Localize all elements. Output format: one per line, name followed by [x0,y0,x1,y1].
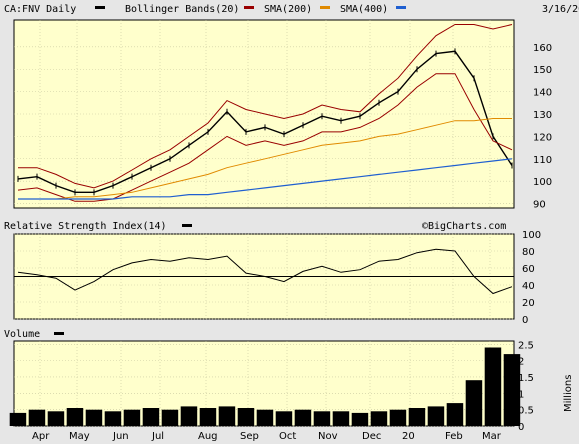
price-legend-swatch [95,6,105,9]
volume-bar [199,408,217,426]
volume-unit-label: Millions [563,375,574,412]
x-tick: Apr [32,431,50,442]
price-y-tick: 90 [533,200,546,211]
volume-legend-swatch [54,332,64,335]
rsi-y-tick: 20 [522,298,535,309]
volume-bar [332,411,350,426]
volume-bar [484,347,502,426]
volume-y-tick: 2.5 [518,340,534,351]
x-tick: Jul [151,431,164,442]
bollinger-legend-swatch [244,6,254,9]
volume-bar [237,408,255,426]
volume-bar [370,411,388,426]
rsi-y-tick: 0 [522,315,528,326]
x-tick: Feb [445,431,463,442]
volume-bar [256,409,274,426]
rsi-y-ticks: 0 20 40 60 80 100 [522,230,541,326]
price-y-tick: 100 [533,177,552,188]
price-series [17,24,513,202]
x-tick: Sep [240,431,259,442]
rsi-legend-swatch [182,224,192,227]
price-series-line-1 [18,24,513,189]
sma400-legend-label: SMA(400) [340,4,388,15]
volume-y-ticks: 0 0.5 1 1.5 2 2.5 [518,340,534,433]
price-y-tick: 130 [533,110,552,121]
volume-bar [180,406,198,426]
volume-y-tick: 1.5 [518,373,534,384]
volume-y-tick: 1 [518,389,524,400]
x-tick: Mar [482,431,502,442]
volume-bar [218,406,236,426]
price-y-tick: 110 [533,155,552,166]
volume-bar [313,411,331,426]
volume-bar [408,408,426,426]
volume-title: Volume [4,329,40,340]
rsi-series [14,248,514,295]
volume-y-tick: 0 [518,422,524,433]
volume-bar [465,380,483,426]
x-tick: May [69,431,90,442]
date-label: 3/16/20 [542,4,579,15]
price-series-line-3 [18,118,512,200]
volume-bar [389,409,407,426]
volume-y-tick: 2 [518,357,524,368]
x-tick: Jun [112,431,129,442]
separator-1 [0,209,579,220]
rsi-y-tick: 80 [522,247,535,258]
rsi-y-tick: 40 [522,281,535,292]
volume-bar [66,408,84,426]
bollinger-legend-label: Bollinger Bands(20) [125,4,239,15]
volume-bar [503,354,521,426]
price-y-tick: 140 [533,88,552,99]
sma400-legend-swatch [396,6,406,9]
volume-series [9,347,521,426]
price-y-ticks: 90 100 110 120 130 140 150 160 [533,43,552,211]
volume-bar [446,403,464,426]
rsi-y-tick: 60 [522,264,535,275]
copyright: ©BigCharts.com [422,221,506,232]
price-y-tick: 150 [533,65,552,76]
x-tick: Dec [362,431,381,442]
volume-bar [104,411,122,426]
volume-bar [85,409,103,426]
volume-bar [161,409,179,426]
volume-bar [9,412,27,426]
volume-bar [294,409,312,426]
volume-bar [142,408,160,426]
price-y-tick: 160 [533,43,552,54]
symbol-label: CA:FNV Daily [4,4,76,15]
x-tick: 20 [402,431,415,442]
rsi-y-tick: 100 [522,230,541,241]
volume-bar [47,411,65,426]
sma200-legend-label: SMA(200) [264,4,312,15]
x-tick: Oct [279,431,296,442]
volume-bar [123,409,141,426]
price-series-line-2 [17,73,513,202]
volume-y-tick: 0.5 [518,406,534,417]
sma200-legend-swatch [320,6,330,9]
volume-bar [351,412,369,426]
rsi-title: Relative Strength Index(14) [4,221,167,232]
volume-bar [427,406,445,426]
x-tick: Nov [318,431,338,442]
price-series-line-4 [18,158,513,200]
volume-bar [28,409,46,426]
volume-bar [275,411,293,426]
x-tick: Aug [198,431,218,442]
rsi-line [17,248,513,295]
price-y-tick: 120 [533,132,552,143]
x-axis-ticks: Apr May Jun Jul Aug Sep Oct Nov Dec 20 Feb Mar [32,431,502,442]
